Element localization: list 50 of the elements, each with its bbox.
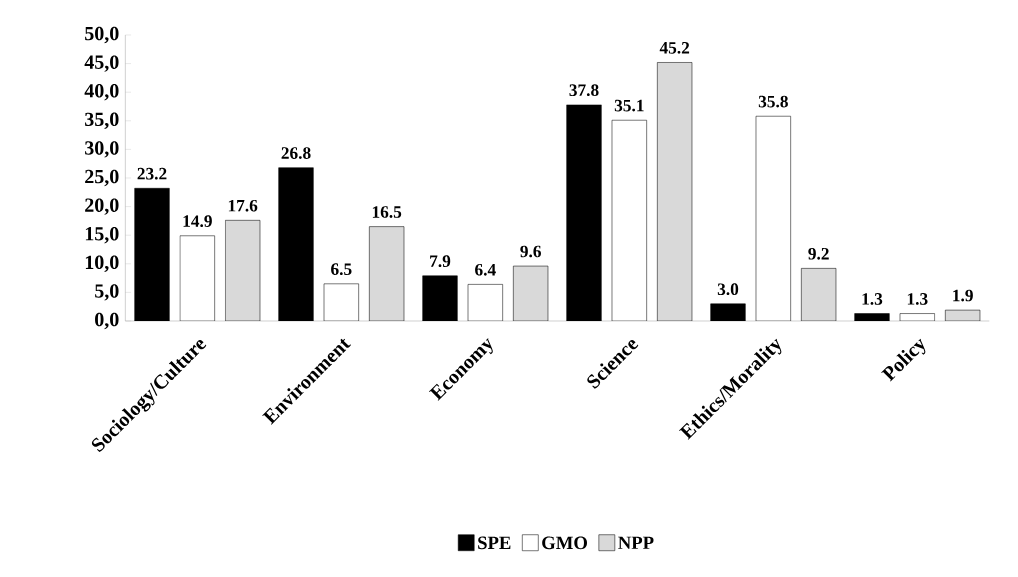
- data-label: 35.1: [614, 99, 644, 112]
- y-tick-label: 0,0: [95, 312, 119, 330]
- legend-label: GMO: [542, 536, 587, 550]
- data-label: 9.6: [520, 245, 541, 258]
- bar: [854, 313, 890, 321]
- y-tick-label: 35,0: [85, 112, 119, 129]
- data-label: 7.9: [430, 255, 451, 268]
- data-label: 35.8: [758, 95, 788, 108]
- data-label: 23.2: [137, 167, 167, 180]
- y-tick-label: 50,0: [85, 26, 119, 44]
- y-tick-label: 10,0: [85, 255, 119, 272]
- data-label: 3.0: [717, 283, 739, 296]
- legend-label: SPE: [478, 536, 511, 550]
- bar: [225, 220, 261, 321]
- bar: [369, 226, 405, 321]
- bar: [899, 313, 935, 321]
- bar: [657, 62, 693, 321]
- data-label: 45.2: [659, 42, 690, 54]
- y-tick-label: 40,0: [84, 84, 119, 101]
- bar: [945, 309, 981, 321]
- data-label: 16.5: [372, 206, 402, 218]
- y-tick-label: 15,0: [85, 226, 119, 244]
- y-tick-label: 45,0: [84, 55, 119, 72]
- bar: [801, 268, 837, 321]
- data-label: 14.9: [183, 215, 212, 228]
- bar: [134, 188, 170, 321]
- data-label: 1.3: [907, 293, 928, 305]
- bar: [710, 303, 746, 321]
- data-label: 6.4: [475, 263, 496, 276]
- bar: [513, 265, 549, 321]
- data-label: 6.5: [331, 263, 352, 276]
- bar: [179, 235, 215, 321]
- bar: [755, 115, 791, 321]
- bar: [611, 119, 647, 321]
- bar: [323, 283, 359, 321]
- bar: [278, 167, 314, 321]
- data-label: 9.2: [808, 247, 829, 260]
- data-label: 26.8: [281, 147, 311, 159]
- data-label: 37.8: [569, 84, 599, 97]
- bar: [467, 284, 503, 321]
- legend-label: NPP: [618, 536, 654, 549]
- data-label: 1.9: [953, 289, 973, 302]
- y-tick-label: 30,0: [85, 141, 119, 158]
- y-tick-label: 25,0: [85, 169, 119, 187]
- bar: [422, 275, 458, 321]
- bar: [566, 104, 602, 321]
- y-tick-label: 5,0: [95, 284, 119, 301]
- data-label: 1.3: [862, 293, 883, 305]
- y-tick-label: 20,0: [85, 198, 119, 215]
- data-label: 17.6: [228, 199, 258, 212]
